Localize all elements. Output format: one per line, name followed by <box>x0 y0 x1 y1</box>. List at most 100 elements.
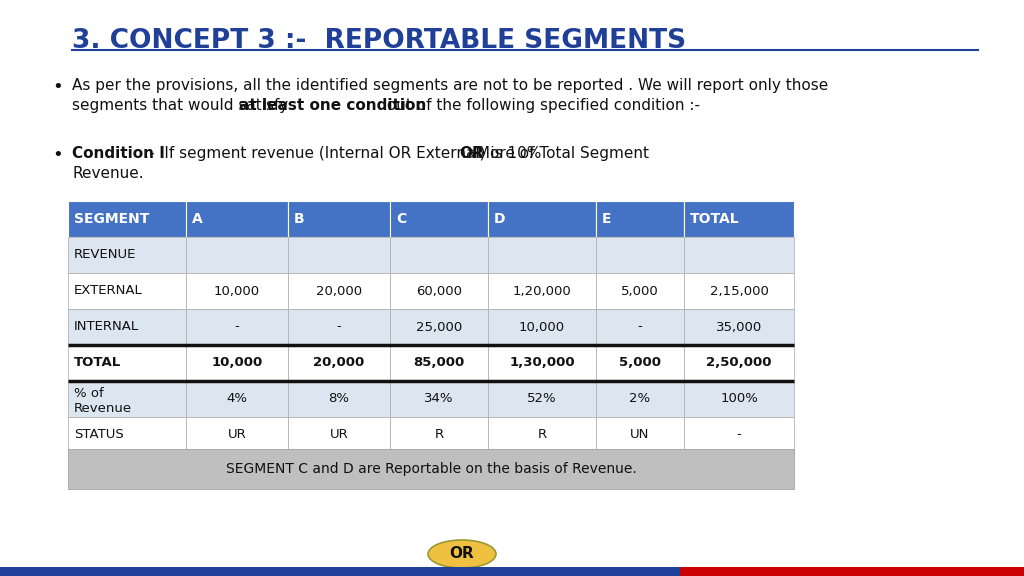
Bar <box>596 309 684 345</box>
Bar <box>684 381 794 417</box>
Text: 5,000: 5,000 <box>622 285 658 297</box>
Bar <box>596 201 684 237</box>
Ellipse shape <box>428 540 496 568</box>
Bar <box>186 381 288 417</box>
Bar <box>68 449 794 489</box>
Text: TOTAL: TOTAL <box>690 212 739 226</box>
Text: % of: % of <box>74 387 103 400</box>
Bar <box>288 309 390 345</box>
Text: -: - <box>337 320 341 334</box>
Text: -: - <box>234 320 240 334</box>
Text: UR: UR <box>227 429 247 441</box>
Text: INTERNAL: INTERNAL <box>74 320 139 334</box>
Bar <box>488 309 596 345</box>
Bar <box>596 381 684 417</box>
Text: •: • <box>52 78 62 96</box>
Text: 3. CONCEPT 3 :-  REPORTABLE SEGMENTS: 3. CONCEPT 3 :- REPORTABLE SEGMENTS <box>72 28 686 54</box>
Bar <box>186 273 288 309</box>
Text: 2,50,000: 2,50,000 <box>707 357 772 369</box>
Bar <box>288 237 390 273</box>
Bar <box>488 273 596 309</box>
Text: out of the following specified condition :-: out of the following specified condition… <box>382 98 699 113</box>
Text: 2%: 2% <box>630 392 650 406</box>
Bar <box>684 273 794 309</box>
Bar <box>390 201 488 237</box>
Bar <box>186 237 288 273</box>
Text: REVENUE: REVENUE <box>74 248 136 262</box>
Text: 85,000: 85,000 <box>414 357 465 369</box>
Text: R: R <box>434 429 443 441</box>
Bar <box>186 345 288 381</box>
Text: E: E <box>602 212 611 226</box>
Bar <box>288 345 390 381</box>
Text: OR: OR <box>459 146 483 161</box>
Text: SEGMENT: SEGMENT <box>74 212 150 226</box>
Text: 1,30,000: 1,30,000 <box>509 357 574 369</box>
Bar <box>288 381 390 417</box>
Bar <box>596 237 684 273</box>
Text: 5,000: 5,000 <box>618 357 662 369</box>
Text: 20,000: 20,000 <box>313 357 365 369</box>
Text: 100%: 100% <box>720 392 758 406</box>
Text: R: R <box>538 429 547 441</box>
Bar <box>684 309 794 345</box>
Bar <box>390 237 488 273</box>
Bar <box>390 417 488 453</box>
Bar <box>288 417 390 453</box>
Bar <box>68 381 186 417</box>
Text: :-  If segment revenue (Internal OR External) is 10%: :- If segment revenue (Internal OR Exter… <box>143 146 546 161</box>
Text: 34%: 34% <box>424 392 454 406</box>
Bar <box>68 417 186 453</box>
Text: UN: UN <box>631 429 649 441</box>
Text: Revenue.: Revenue. <box>72 166 143 181</box>
Text: 10,000: 10,000 <box>211 357 262 369</box>
Text: B: B <box>294 212 304 226</box>
Bar <box>68 345 186 381</box>
Bar <box>488 345 596 381</box>
Bar <box>68 237 186 273</box>
Text: segments that would satisfy: segments that would satisfy <box>72 98 293 113</box>
Text: 35,000: 35,000 <box>716 320 762 334</box>
Bar <box>0 567 680 576</box>
Bar <box>488 237 596 273</box>
Bar <box>390 273 488 309</box>
Bar <box>390 381 488 417</box>
Bar <box>684 201 794 237</box>
Text: Condition I: Condition I <box>72 146 165 161</box>
Bar <box>288 273 390 309</box>
Bar <box>684 345 794 381</box>
Bar <box>186 309 288 345</box>
Text: -: - <box>736 429 741 441</box>
Bar <box>288 201 390 237</box>
Text: at least one condition: at least one condition <box>239 98 426 113</box>
Text: Revenue: Revenue <box>74 401 132 415</box>
Text: As per the provisions, all the identified segments are not to be reported . We w: As per the provisions, all the identifie… <box>72 78 828 93</box>
Text: 60,000: 60,000 <box>416 285 462 297</box>
Text: -: - <box>638 320 642 334</box>
Bar <box>488 201 596 237</box>
Text: 4%: 4% <box>226 392 248 406</box>
Bar <box>186 417 288 453</box>
Bar <box>596 273 684 309</box>
Text: STATUS: STATUS <box>74 429 124 441</box>
Text: D: D <box>494 212 506 226</box>
Text: 10,000: 10,000 <box>214 285 260 297</box>
Text: 10,000: 10,000 <box>519 320 565 334</box>
Text: C: C <box>396 212 407 226</box>
Text: TOTAL: TOTAL <box>74 357 121 369</box>
Text: More of Total Segment: More of Total Segment <box>472 146 649 161</box>
Text: •: • <box>52 146 62 164</box>
Bar <box>186 201 288 237</box>
Bar <box>68 201 186 237</box>
Bar <box>68 309 186 345</box>
Text: EXTERNAL: EXTERNAL <box>74 285 142 297</box>
Text: 52%: 52% <box>527 392 557 406</box>
Bar <box>488 381 596 417</box>
Text: OR: OR <box>450 547 474 562</box>
Bar <box>680 567 1024 576</box>
Bar <box>684 417 794 453</box>
Bar <box>684 237 794 273</box>
Bar <box>488 417 596 453</box>
Text: SEGMENT C and D are Reportable on the basis of Revenue.: SEGMENT C and D are Reportable on the ba… <box>225 462 636 476</box>
Bar <box>390 345 488 381</box>
